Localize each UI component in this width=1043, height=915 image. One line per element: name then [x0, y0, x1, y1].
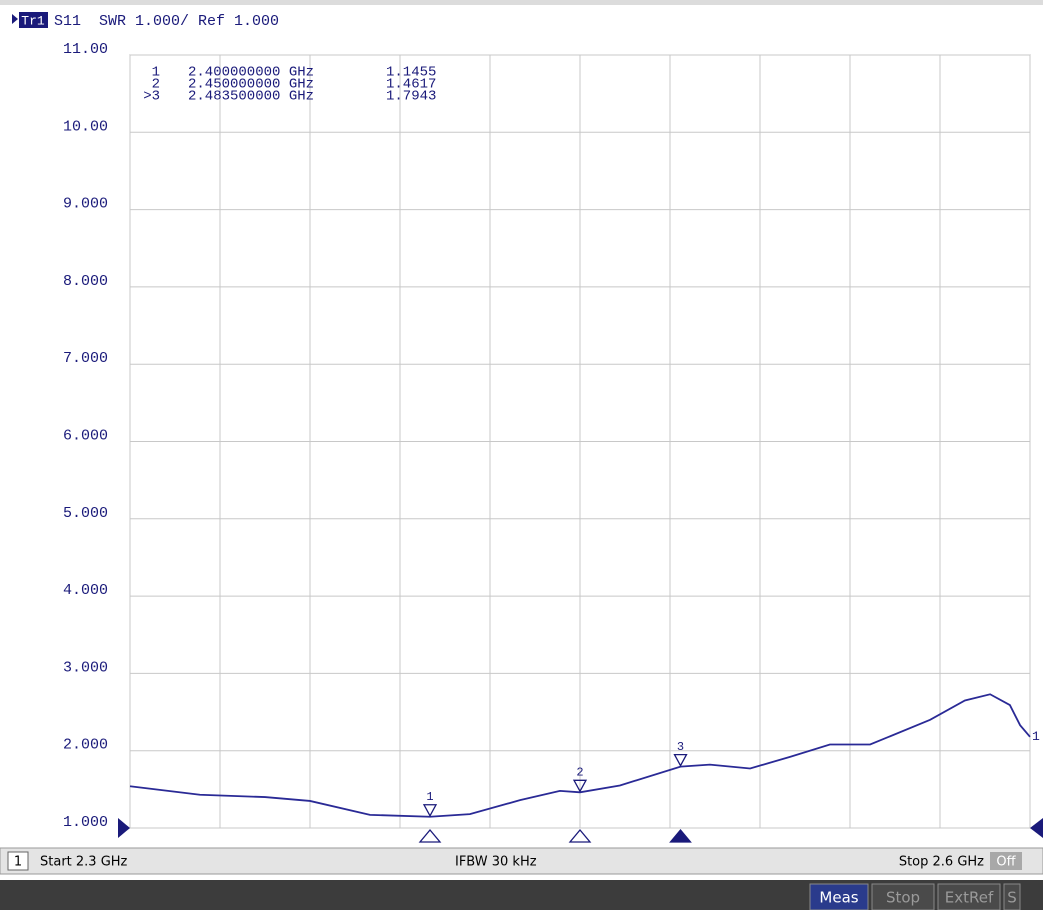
top-edge [0, 0, 1043, 5]
toolbar-label: Meas [819, 889, 858, 907]
marker-row-value: 1.4617 [386, 77, 436, 93]
toolbar-buttons: Meas Stop ExtRef S [809, 883, 1021, 911]
reference-arrow [118, 818, 130, 838]
marker-tag: 1 [426, 790, 433, 804]
y-tick-label: 2.000 [63, 737, 108, 754]
y-tick-label: 4.000 [63, 582, 108, 599]
y-tick-label: 1.000 [63, 814, 108, 831]
off-box[interactable] [990, 852, 1022, 870]
marker [673, 753, 688, 767]
toolbar-button[interactable] [871, 883, 935, 911]
marker-row-name: 1 [152, 65, 160, 81]
marker-tag: 3 [677, 740, 684, 754]
y-tick-label: 10.00 [63, 118, 108, 135]
trace-id: Tr1 [21, 13, 45, 28]
y-tick-label: 7.000 [63, 350, 108, 367]
trace-label: 1 [1032, 729, 1040, 744]
y-tick-label: 8.000 [63, 273, 108, 290]
marker [422, 804, 438, 818]
y-tick-label: 9.000 [63, 196, 108, 213]
channel-box[interactable] [7, 851, 29, 871]
marker-row-name: >3 [143, 89, 160, 105]
reference-arrow [1030, 818, 1043, 838]
stimulus-marker [669, 828, 692, 843]
marker-row-value: 1.7943 [386, 89, 436, 105]
marker-row-value: 1.1455 [386, 65, 436, 81]
trace-setting: S11 SWR 1.000/ Ref 1.000 [54, 13, 279, 30]
marker-tag: 2 [576, 765, 583, 779]
active-arrow [12, 14, 18, 24]
trace-box[interactable] [19, 12, 48, 28]
ifbw: IFBW 30 kHz [455, 855, 537, 870]
toolbar-label: S [1007, 889, 1017, 907]
stimulus-marker [568, 828, 592, 843]
marker-row-freq: 2.400000000 GHz [188, 65, 314, 81]
marker-row-freq: 2.483500000 GHz [188, 89, 314, 105]
y-tick-label: 3.000 [63, 659, 108, 676]
plot: 1.000 2.000 3.000 4.000 5.000 6.000 7.000 8.000… [63, 41, 1043, 843]
toolbar [0, 880, 1043, 910]
marker [572, 779, 588, 793]
y-tick-label: 11.00 [63, 41, 108, 58]
toolbar-label: ExtRef [945, 889, 994, 907]
channel: 1 [14, 855, 22, 870]
status-bar [0, 847, 1043, 875]
stimulus-marker [418, 828, 442, 843]
start: Start 2.3 GHz [40, 855, 128, 870]
off: Off [996, 855, 1016, 870]
y-tick-label: 6.000 [63, 427, 108, 444]
marker-row-name: 2 [152, 77, 160, 93]
stop: Stop 2.6 GHz [899, 855, 984, 870]
toolbar-label: Stop [886, 889, 920, 907]
y-tick-label: 5.000 [63, 505, 108, 522]
marker-row-freq: 2.450000000 GHz [188, 77, 314, 93]
